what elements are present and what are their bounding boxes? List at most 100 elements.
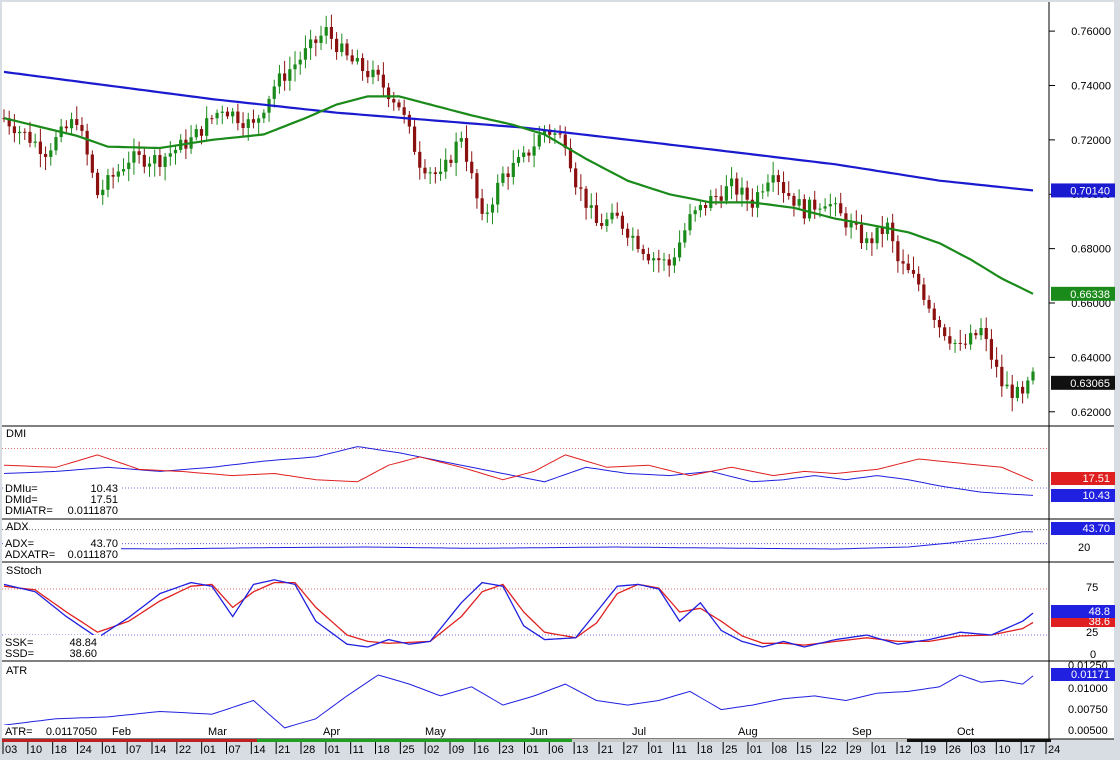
candle [381, 62, 385, 97]
dmi-title: DMI [6, 428, 26, 440]
ssd-value: 38.60 [69, 648, 97, 660]
month-labels: Feb Mar Apr May Jun Jul Aug Sep Oct [112, 726, 974, 738]
dmi-atr-label: DMIATR= [5, 505, 53, 517]
date-axis: 03 10 18 24 01 07 14 22 01 07 14 21 28 01 11 18 25 02 09 16… [2, 739, 1060, 756]
candle [636, 229, 640, 253]
sstoch-tick-0: 0 [1090, 649, 1096, 661]
candle [496, 174, 500, 213]
candle [116, 163, 120, 183]
candle [277, 64, 282, 94]
candle [85, 123, 89, 166]
candle [423, 159, 427, 180]
sstoch-tick-25: 25 [1086, 627, 1098, 639]
date-label: 07 [229, 744, 241, 756]
candle [646, 247, 651, 265]
candle [522, 146, 526, 163]
candle [43, 146, 48, 171]
date-label: 22 [179, 744, 191, 756]
date-label: 01 [651, 744, 663, 756]
candle [459, 131, 463, 148]
candle [80, 117, 84, 137]
dmi-readout: DMIu= 10.43 DMId= 17.51 DMIATR= 0.011187… [3, 481, 121, 518]
axis-band [257, 739, 572, 742]
date-label: 18 [378, 744, 390, 756]
adx-label: ADX= [5, 538, 34, 550]
candle [127, 151, 131, 182]
candle [735, 172, 739, 202]
candle [1026, 376, 1030, 399]
atr-panel [3, 674, 1034, 729]
sstoch-tick-75: 75 [1086, 582, 1098, 594]
candle [319, 25, 323, 50]
adx-tag-text: 43.70 [1082, 523, 1110, 535]
candle [516, 149, 521, 167]
candle [724, 175, 728, 205]
price-tick-label: 0.62000 [1071, 407, 1111, 419]
candle [802, 194, 806, 225]
adx-title: ADX [6, 521, 29, 533]
candle [454, 132, 458, 177]
date-label: 08 [775, 744, 787, 756]
dmi-panel [2, 446, 1049, 496]
dmi-minus-line [3, 454, 1034, 483]
candle [958, 329, 962, 351]
ma-short-line [3, 95, 1034, 295]
candle [350, 49, 354, 65]
atr-label: ATR= [5, 726, 33, 738]
candle [589, 193, 593, 219]
candle [678, 230, 682, 262]
date-label: 13 [576, 744, 588, 756]
adx-tick-20: 20 [1078, 542, 1090, 554]
candle [865, 231, 869, 250]
date-label: 28 [303, 744, 315, 756]
candle [371, 60, 375, 85]
candle [1021, 381, 1025, 404]
date-label: 07 [129, 744, 141, 756]
candle [833, 197, 838, 217]
date-label: 25 [725, 744, 737, 756]
dmi-tag-minus-text: 17.51 [1082, 473, 1110, 485]
candle [781, 171, 786, 203]
candle [501, 166, 505, 187]
dmi-tag-plus-text: 10.43 [1082, 490, 1110, 502]
candle [755, 185, 760, 218]
atr-tag-text: 0.01171 [1071, 669, 1110, 681]
candle [355, 49, 359, 65]
candle [23, 128, 27, 141]
price-tag-ma_short: 0.66338 [1051, 286, 1115, 301]
candle [579, 174, 583, 201]
date-label: 01 [104, 744, 116, 756]
price-tick-label: 0.76000 [1071, 26, 1111, 38]
candle [568, 138, 573, 173]
month-label: Aug [738, 726, 758, 738]
candle [953, 339, 957, 353]
candle [859, 214, 864, 249]
date-label: 21 [278, 744, 290, 756]
atr-line [3, 674, 1034, 729]
candle [288, 56, 292, 91]
atr-tag: 0.01171 [1051, 668, 1115, 681]
candle [792, 193, 796, 217]
candle [948, 327, 952, 350]
candle [231, 107, 235, 124]
candle [17, 125, 22, 145]
candle [309, 29, 313, 60]
sstoch-tag-d-text: 38.6 [1089, 616, 1110, 628]
adx-panel [2, 529, 1049, 550]
candle [480, 188, 484, 221]
adx-readout: ADX= 43.70 ADXATR= 0.0111870 [3, 537, 121, 561]
axis-band [2, 739, 257, 742]
candle [158, 148, 162, 177]
candle [823, 198, 827, 212]
dmi-minus-label: DMId= [5, 494, 38, 506]
candle [54, 131, 58, 155]
date-label: 16 [477, 744, 489, 756]
candle [49, 143, 53, 166]
date-label: 19 [924, 744, 936, 756]
candle [979, 318, 983, 341]
month-label: Oct [957, 726, 974, 738]
candle [475, 169, 479, 209]
candle [605, 212, 609, 232]
candle [974, 329, 978, 340]
